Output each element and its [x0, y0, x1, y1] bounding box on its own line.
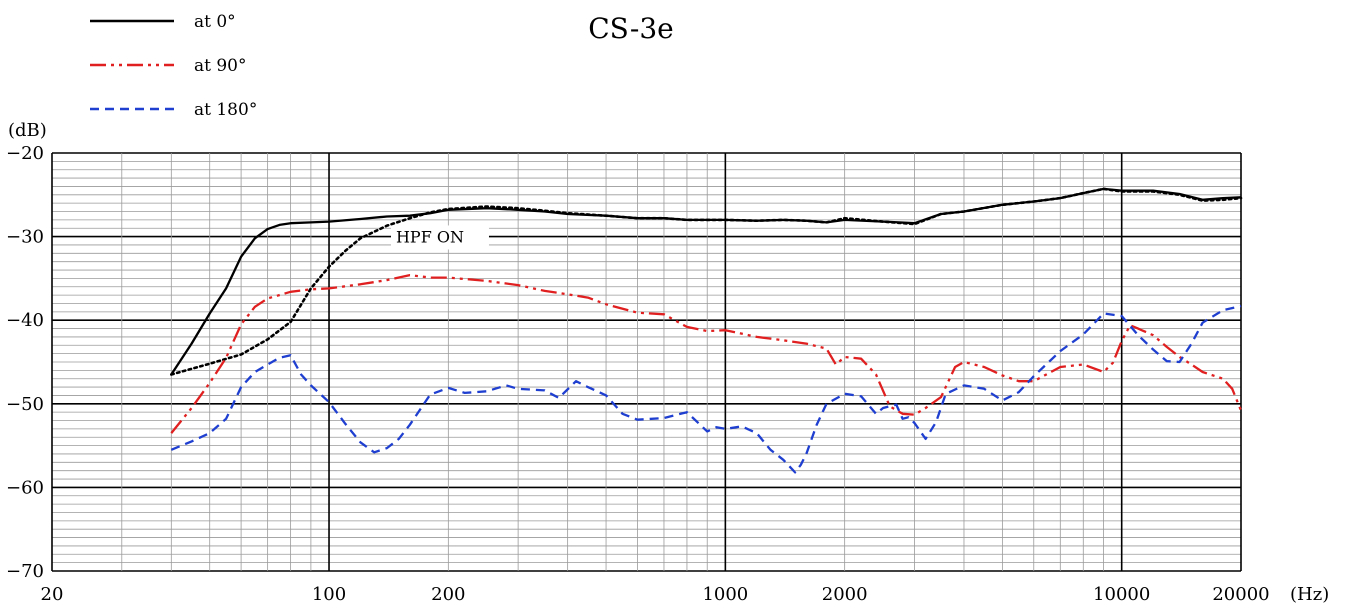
- x-tick-label: 10000: [1093, 584, 1150, 605]
- annotation-hpf-on: HPF ON: [396, 227, 464, 246]
- chart-title: CS-3e: [588, 12, 673, 45]
- annotation-background: [390, 225, 489, 250]
- x-tick-label: 2000: [822, 584, 868, 605]
- plot-grid: [51, 152, 1242, 572]
- legend-label: at 180°: [194, 100, 257, 120]
- x-axis-unit-label: (Hz): [1290, 584, 1329, 605]
- x-tick-label: 20000: [1212, 584, 1269, 605]
- series-lines: [170, 187, 1243, 474]
- y-tick-label: −60: [6, 477, 44, 498]
- y-tick-label: −20: [6, 143, 44, 164]
- x-tick-label: 20: [41, 584, 64, 605]
- x-tick-label: 100: [312, 584, 346, 605]
- series-line-at-90: [170, 273, 1243, 434]
- legend: at 0° at 90° at 180°: [90, 12, 257, 120]
- x-tick-label: 200: [431, 584, 465, 605]
- legend-label: at 90°: [194, 56, 247, 76]
- series-line-at-0: [170, 187, 1242, 376]
- series-line-at-0-hpf-on: [170, 187, 1243, 376]
- y-tick-label: −30: [6, 227, 44, 248]
- y-tick-label: −40: [6, 310, 44, 331]
- x-axis-tick-labels: 20 100 200 1000 2000 10000 20000: [41, 584, 1270, 605]
- y-axis-tick-labels: −20 −30 −40 −50 −60 −70: [6, 143, 44, 582]
- x-tick-label: 1000: [702, 584, 748, 605]
- annotations: HPF ON: [390, 225, 489, 250]
- legend-label: at 0°: [194, 12, 236, 32]
- y-tick-label: −50: [6, 394, 44, 415]
- y-tick-label: −70: [6, 561, 44, 582]
- y-axis-unit-label: (dB): [8, 120, 47, 141]
- series-line-at-180: [170, 304, 1242, 474]
